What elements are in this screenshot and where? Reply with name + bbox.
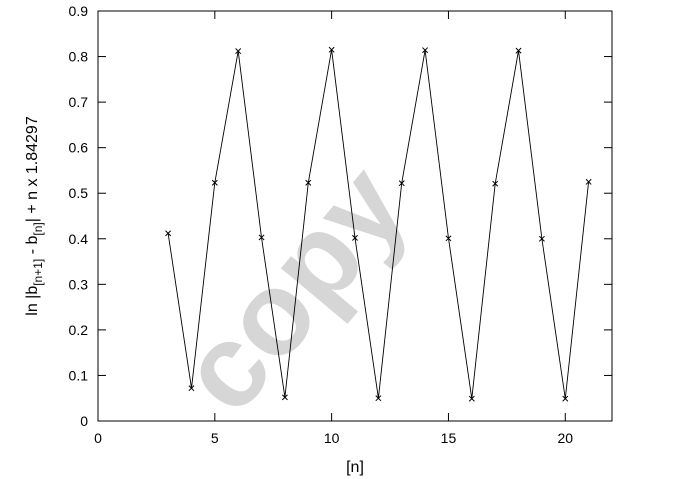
x-tick-label: 20 [557,430,573,446]
plot-frame [97,10,613,422]
data-point [398,180,405,187]
data-point [352,234,358,241]
data-point [445,235,452,242]
data-point [538,235,545,242]
y-tick-label: 0.9 [69,3,89,19]
y-tick-label: 0.8 [69,49,89,65]
data-point [468,395,475,402]
data-point [375,395,382,402]
x-tick-label: 0 [94,430,102,446]
axis-ticks: 0 5 10 15 20 0 0.1 0.2 0.3 0.4 0.5 0.6 0.7 0.8 0.9 [69,3,612,446]
y-tick-label: 0.7 [69,94,89,110]
y-tick-label: 0.2 [69,322,89,338]
y-tick-label: 0.1 [69,367,89,383]
y-tick-label: 0.5 [69,185,89,201]
data-point [211,179,218,186]
data-point [305,179,312,186]
x-tick-label: 15 [441,430,457,446]
y-tick-label: 0 [80,413,88,429]
data-point [258,234,265,241]
data-point [165,230,172,237]
x-axis-label: [n] [346,459,364,476]
data-point [188,385,195,392]
data-point [492,180,499,187]
y-tick-label: 0.3 [69,276,89,292]
data-point [585,178,592,185]
data-point [422,47,429,54]
y-tick-label: 0.4 [69,231,89,247]
data-point [235,48,242,55]
y-tick-label: 0.6 [69,140,89,156]
data-markers [165,46,592,402]
x-tick-label: 10 [324,430,340,446]
y-axis-label: ln |b[n+1] - b[n]| + n x 1.84297 [24,116,45,316]
data-point [328,46,335,53]
data-point [562,395,569,402]
data-point [515,47,522,54]
x-tick-label: 5 [211,430,219,446]
data-point [281,394,288,401]
